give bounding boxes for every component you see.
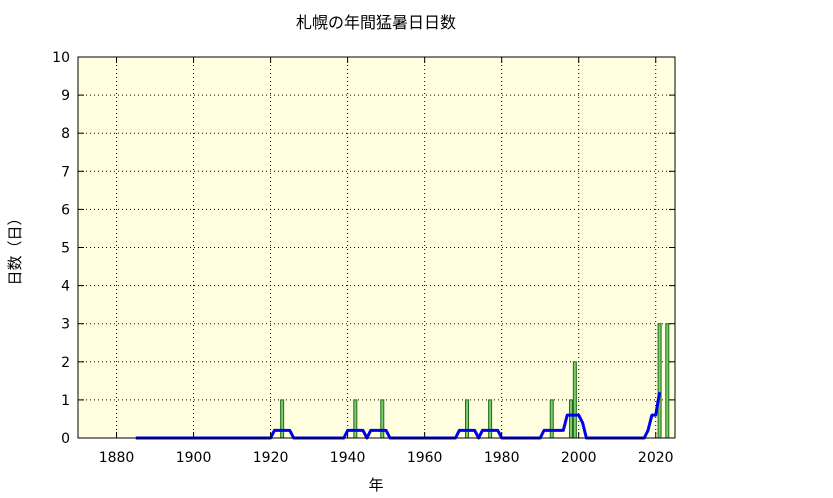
bar [353,399,358,439]
y-tick-label: 8 [61,126,70,142]
y-tick-label: 10 [52,50,70,66]
axis-ticks: 0 1 2 3 4 5 6 7 8 9 10 1880 1900 1920 1940 1960 1980 2000… [52,50,675,466]
bar [665,323,670,439]
y-tick-label: 4 [61,279,70,295]
bar [572,361,577,439]
y-tick-label: 9 [61,88,70,104]
plot-background [78,57,675,438]
x-tick-label: 1900 [176,450,212,466]
y-tick-label: 5 [61,241,70,257]
bar [549,399,554,439]
y-tick-label: 1 [61,393,70,409]
bar [380,399,385,439]
bar [465,399,470,439]
y-tick-label: 2 [61,355,70,371]
x-tick-label: 2000 [561,450,597,466]
y-axis-title: 日数（日） [6,210,24,285]
bar [657,323,662,439]
y-tick-label: 3 [61,317,70,333]
y-tick-label: 6 [61,202,70,218]
chart-title: 札幌の年間猛暑日日数 [296,13,456,32]
x-tick-label: 1920 [253,450,289,466]
x-tick-label: 1980 [484,450,520,466]
x-tick-label: 1940 [330,450,366,466]
y-tick-label: 0 [61,431,70,447]
x-tick-label: 1880 [99,450,135,466]
bar [569,399,574,439]
x-axis-title: 年 [368,476,383,494]
x-tick-label: 2020 [638,450,674,466]
x-tick-label: 1960 [407,450,443,466]
bar [280,399,285,439]
y-tick-label: 7 [61,164,70,180]
bar [488,399,493,439]
